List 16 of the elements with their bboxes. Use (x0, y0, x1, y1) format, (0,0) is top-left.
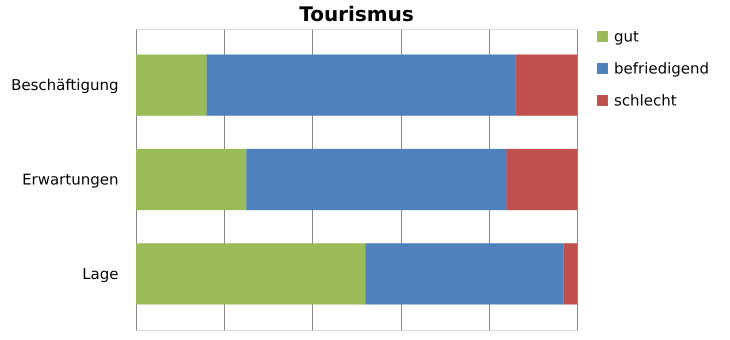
bar (506, 148, 577, 210)
bar (206, 54, 516, 116)
y-tick-label: Lage (82, 264, 118, 283)
legend-label: befriedigend (614, 60, 710, 78)
bar (365, 243, 564, 305)
y-tick-label: Beschäftigung (11, 76, 118, 94)
bar (564, 243, 577, 305)
bar (136, 243, 366, 305)
chart-title: Tourismus (299, 2, 414, 26)
legend-label: gut (614, 28, 640, 46)
legend-label: schlecht (614, 92, 677, 110)
bar (136, 54, 207, 116)
bar (136, 148, 246, 210)
bar (515, 54, 577, 116)
y-tick-label: Erwartungen (22, 170, 118, 188)
bar (246, 148, 506, 210)
